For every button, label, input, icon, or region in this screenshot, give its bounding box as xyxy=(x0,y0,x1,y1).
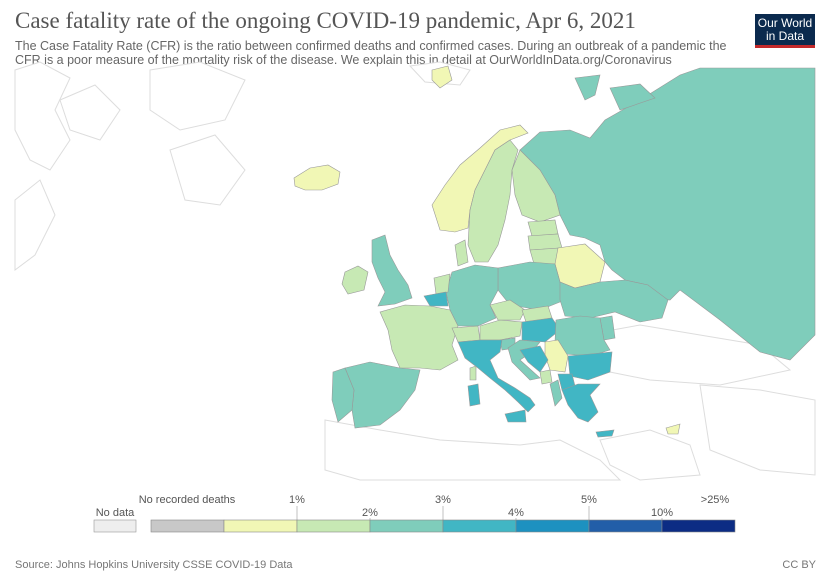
legend-no-data-label: No data xyxy=(96,507,135,519)
legend-bin[interactable] xyxy=(661,519,736,533)
country-italy[interactable] xyxy=(457,339,536,413)
country-svalbard[interactable] xyxy=(431,65,453,89)
legend-bin[interactable] xyxy=(515,519,590,533)
country-finland[interactable] xyxy=(511,149,561,223)
legend-bin[interactable] xyxy=(223,519,298,533)
country-hungary[interactable] xyxy=(521,317,561,343)
legend-no-data-swatch[interactable] xyxy=(93,519,137,533)
country-sweden[interactable] xyxy=(467,139,519,263)
country-germany[interactable] xyxy=(445,264,499,327)
country-netherlands[interactable] xyxy=(433,273,451,295)
country-czechia[interactable] xyxy=(489,299,526,321)
owid-logo[interactable]: Our World in Data xyxy=(755,14,815,48)
logo-line1: Our World xyxy=(757,16,813,30)
legend-no-deaths-label: No recorded deaths xyxy=(139,494,236,506)
legend-bin-label: 3% xyxy=(435,494,451,506)
country-cyprus[interactable] xyxy=(665,423,681,435)
legend-bin[interactable] xyxy=(588,519,663,533)
country-belgium[interactable] xyxy=(423,291,449,307)
country-france[interactable] xyxy=(379,304,459,371)
legend-bin-label: 2% xyxy=(362,507,378,519)
chart-subtitle: The Case Fatality Rate (CFR) is the rati… xyxy=(15,39,727,67)
legend-bin-label: >25% xyxy=(701,494,730,506)
legend-bin[interactable] xyxy=(150,519,225,533)
no-data-land xyxy=(14,61,816,481)
legend-bin-label: 10% xyxy=(651,507,673,519)
legend-bin[interactable] xyxy=(369,519,444,533)
country-portugal[interactable] xyxy=(331,367,355,423)
legend-bin-label: 4% xyxy=(508,507,524,519)
legend-bins: 1% 2% 3% 4% 5% 10% >25% xyxy=(150,494,736,533)
legend-bin[interactable] xyxy=(296,519,371,533)
country-ukraine[interactable] xyxy=(559,279,669,323)
source-note[interactable]: Source: Johns Hopkins University CSSE CO… xyxy=(15,559,293,571)
country-crete[interactable] xyxy=(595,429,615,438)
country-albania[interactable] xyxy=(549,379,563,407)
country-corsica[interactable] xyxy=(469,365,477,381)
country-greece[interactable] xyxy=(561,383,601,423)
chart-title: Case fatality rate of the ongoing COVID-… xyxy=(15,8,636,33)
country-sardinia[interactable] xyxy=(467,383,481,407)
country-iceland[interactable] xyxy=(293,164,341,191)
country-denmark[interactable] xyxy=(454,239,469,267)
country-novaya-zemlya[interactable] xyxy=(574,74,656,111)
license-link[interactable]: CC BY xyxy=(782,559,816,571)
legend-bin[interactable] xyxy=(442,519,517,533)
legend-bin-label: 5% xyxy=(581,494,597,506)
legend-bin-label: 1% xyxy=(289,494,305,506)
country-ireland[interactable] xyxy=(341,265,369,295)
country-montenegro[interactable] xyxy=(539,369,553,385)
logo-line2: in Data xyxy=(765,29,805,43)
country-uk[interactable] xyxy=(371,234,413,307)
country-sicily[interactable] xyxy=(504,409,527,423)
country-bosnia[interactable] xyxy=(519,345,549,373)
